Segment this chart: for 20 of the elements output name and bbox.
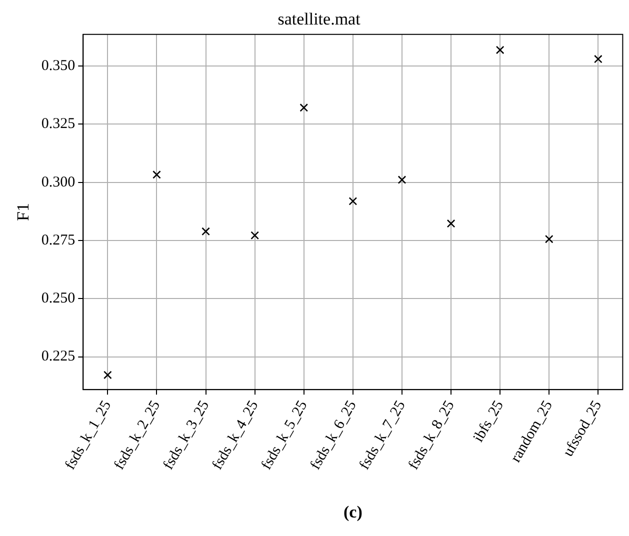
point bbox=[152, 170, 161, 179]
point bbox=[348, 197, 358, 206]
chart-title: satellite.mat bbox=[278, 10, 361, 29]
y-tick-label: 0.275 bbox=[41, 232, 76, 248]
text: (c) bbox=[343, 502, 362, 522]
y-tick-label: 0.325 bbox=[41, 116, 76, 132]
point bbox=[496, 46, 504, 54]
y-axis-title: F1 bbox=[14, 203, 33, 221]
point bbox=[103, 370, 112, 380]
y-tick-label: 0.250 bbox=[41, 290, 76, 307]
point bbox=[202, 227, 210, 236]
point bbox=[446, 219, 456, 228]
y-tick-label: 0.350 bbox=[41, 58, 76, 74]
point bbox=[250, 231, 260, 240]
point bbox=[398, 176, 406, 184]
y-tick-label: 0.225 bbox=[41, 348, 76, 365]
point bbox=[594, 54, 602, 64]
point bbox=[544, 234, 554, 244]
point bbox=[300, 103, 308, 112]
y-tick-label: 0.300 bbox=[41, 174, 76, 190]
